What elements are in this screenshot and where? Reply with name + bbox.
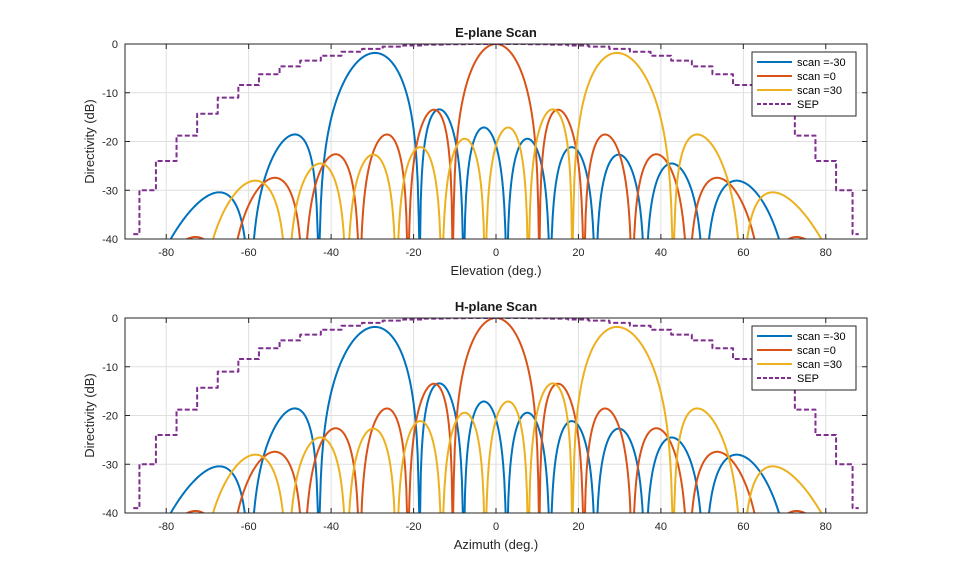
e-plane-x-tick-label: -60 bbox=[241, 247, 257, 259]
e-plane-x-tick-label: 20 bbox=[572, 247, 584, 259]
e-plane-plot-frame bbox=[124, 43, 868, 240]
h-plane-y-tick-label: -30 bbox=[102, 459, 118, 471]
e-plane-x-tick-label: 60 bbox=[737, 247, 749, 259]
e-plane-legend-label-scan-0: scan =0 bbox=[797, 71, 836, 83]
h-plane-series-scan-30 bbox=[211, 325, 823, 513]
h-plane-x-tick-label: 80 bbox=[820, 521, 832, 533]
h-plane-legend-label-scan-0: scan =0 bbox=[797, 345, 836, 357]
e-plane-x-tick-label: 0 bbox=[493, 247, 499, 259]
h-plane-x-tick-label: 20 bbox=[572, 521, 584, 533]
e-plane-y-tick-label: 0 bbox=[112, 39, 118, 51]
e-plane-x-tick-label: 40 bbox=[655, 247, 667, 259]
e-plane-x-tick-label: -20 bbox=[406, 247, 422, 259]
e-plane-series-sep bbox=[133, 44, 859, 236]
e-plane-legend-label-sep: SEP bbox=[797, 99, 819, 111]
h-plane-y-tick-label: -40 bbox=[102, 508, 118, 520]
e-plane-y-tick-label: -30 bbox=[102, 185, 118, 197]
h-plane-title: H-plane Scan bbox=[455, 299, 537, 314]
e-plane-legend: scan =-30 scan =0 scan =30 SEP bbox=[751, 51, 857, 117]
e-plane-x-tick-label: 80 bbox=[820, 247, 832, 259]
h-plane-x-tick-label: -20 bbox=[406, 521, 422, 533]
h-plane-x-tick-label: 60 bbox=[737, 521, 749, 533]
h-plane-axes: H-plane Scan -80 -60 -40 -20 0 20 40 60 80 0 -10 -2… bbox=[82, 299, 868, 552]
e-plane-y-axis-label: Directivity (dB) bbox=[82, 99, 97, 184]
e-plane-legend-label-scan-30: scan =-30 bbox=[797, 57, 846, 69]
e-plane-x-tick-label: -80 bbox=[158, 247, 174, 259]
e-plane-x-tick-label: -40 bbox=[323, 247, 339, 259]
h-plane-series-scan-0 bbox=[184, 318, 808, 513]
h-plane-x-axis-label: Azimuth (deg.) bbox=[454, 537, 539, 552]
h-plane-x-tick-label: 40 bbox=[655, 521, 667, 533]
h-plane-legend: scan =-30 scan =0 scan =30 SEP bbox=[751, 325, 857, 391]
e-plane-y-tick-label: -40 bbox=[102, 234, 118, 246]
h-plane-x-tick-label: 0 bbox=[493, 521, 499, 533]
e-plane-title: E-plane Scan bbox=[455, 25, 537, 40]
e-plane-series-scan-0 bbox=[184, 44, 808, 239]
h-plane-legend-label-sep: SEP bbox=[797, 373, 819, 385]
e-plane-y-tick-label: -10 bbox=[102, 88, 118, 100]
h-plane-y-tick-label: -20 bbox=[102, 411, 118, 423]
e-plane-x-axis-label: Elevation (deg.) bbox=[450, 263, 541, 278]
h-plane-legend-label-scan-30: scan =30 bbox=[797, 359, 842, 371]
e-plane-axes: E-plane Scan -80 -60 -40 -20 0 20 40 60 80 0 -10 -2… bbox=[82, 25, 868, 278]
h-plane-y-tick-label: 0 bbox=[112, 313, 118, 325]
h-plane-y-tick-label: -10 bbox=[102, 362, 118, 374]
h-plane-y-axis-label: Directivity (dB) bbox=[82, 373, 97, 458]
h-plane-x-tick-label: -80 bbox=[158, 521, 174, 533]
e-plane-series-scan-30 bbox=[211, 51, 823, 239]
h-plane-plot-frame bbox=[124, 317, 868, 514]
e-plane-legend-label-scan-30: scan =30 bbox=[797, 85, 842, 97]
e-plane-y-tick-label: -20 bbox=[102, 137, 118, 149]
h-plane-x-tick-label: -60 bbox=[241, 521, 257, 533]
h-plane-series-sep bbox=[133, 318, 859, 510]
h-plane-legend-label-scan-30: scan =-30 bbox=[797, 331, 846, 343]
h-plane-x-tick-label: -40 bbox=[323, 521, 339, 533]
